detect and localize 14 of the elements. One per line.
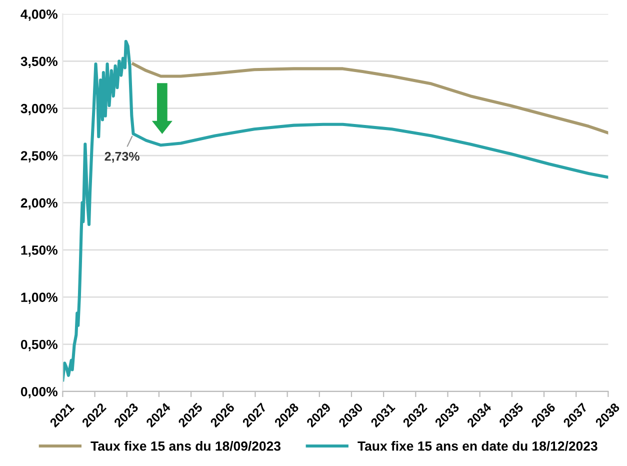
y-tick-label: 2,50%	[20, 151, 58, 162]
y-tick-label: 0,50%	[20, 340, 58, 352]
y-tick-label: 1,50%	[21, 245, 58, 257]
y-tick-label: 3,00%	[20, 104, 58, 116]
legend-label: Taux fixe 15 ans en date du 18/12/2023	[358, 441, 598, 451]
y-tick-label: 0,00%	[20, 387, 58, 398]
line-series	[62, 40, 608, 382]
y-tick-label: 1,00%	[21, 292, 58, 304]
line-series	[132, 62, 608, 134]
legend-label: Taux fixe 15 ans du 18/09/2023	[90, 441, 280, 451]
y-tick-label: 2,00%	[20, 198, 58, 210]
annotation: 2,73%	[104, 152, 140, 163]
y-tick-label: 3,50%	[20, 56, 58, 68]
y-tick-label: 4,00%	[20, 10, 58, 21]
